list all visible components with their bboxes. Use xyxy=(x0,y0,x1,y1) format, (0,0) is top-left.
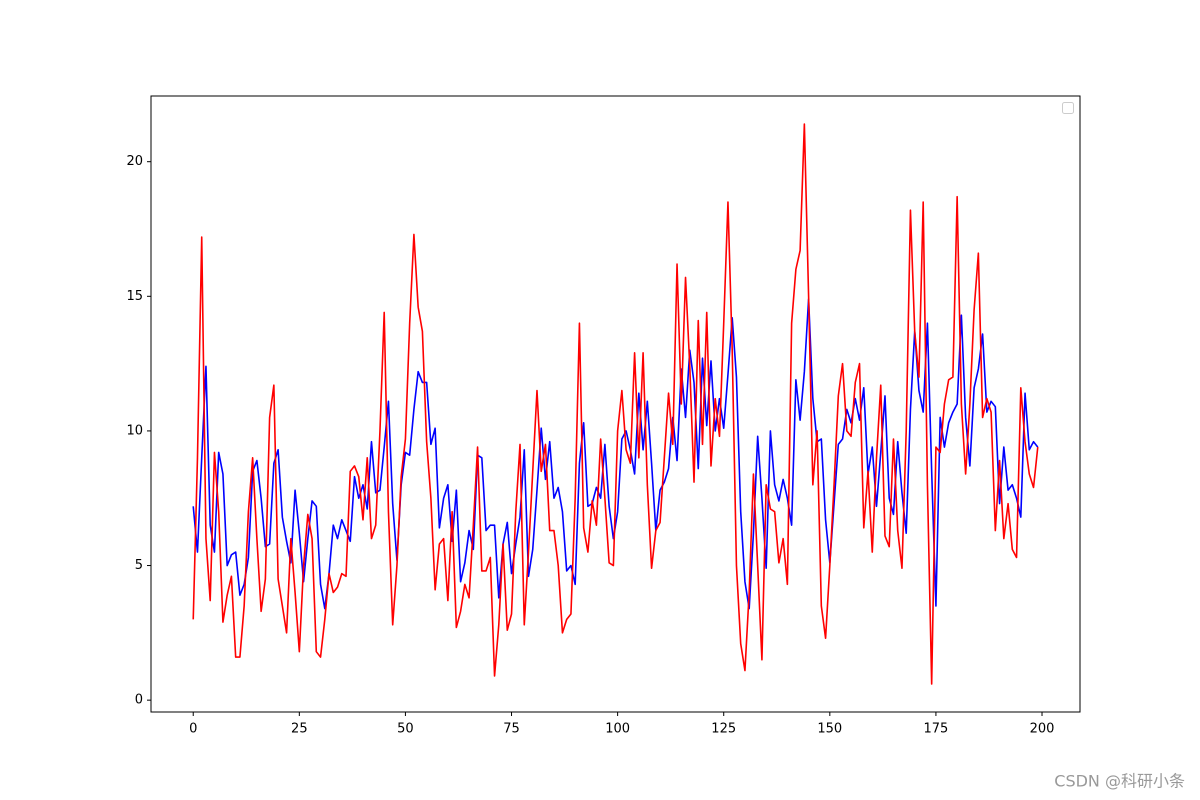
y-tick-label: 15 xyxy=(126,289,143,304)
x-tick-label: 0 xyxy=(189,722,197,737)
legend-box xyxy=(1062,102,1074,114)
plot-frame xyxy=(150,95,1081,713)
y-tick-label: 10 xyxy=(126,423,143,438)
series-line xyxy=(192,298,1039,610)
x-tick-label: 100 xyxy=(605,722,630,737)
watermark: CSDN @科研小条 xyxy=(1054,772,1185,791)
y-tick-label: 20 xyxy=(126,154,143,169)
series-line xyxy=(192,123,1039,685)
x-tick-label: 125 xyxy=(711,722,736,737)
x-tick-label: 150 xyxy=(817,722,842,737)
x-tick-label: 25 xyxy=(291,722,308,737)
x-tick-label: 175 xyxy=(924,722,949,737)
x-tick-label: 50 xyxy=(397,722,414,737)
y-tick-label: 5 xyxy=(135,558,143,573)
x-tick-label: 200 xyxy=(1030,722,1055,737)
x-tick-label: 75 xyxy=(503,722,520,737)
y-tick-label: 0 xyxy=(135,693,143,708)
